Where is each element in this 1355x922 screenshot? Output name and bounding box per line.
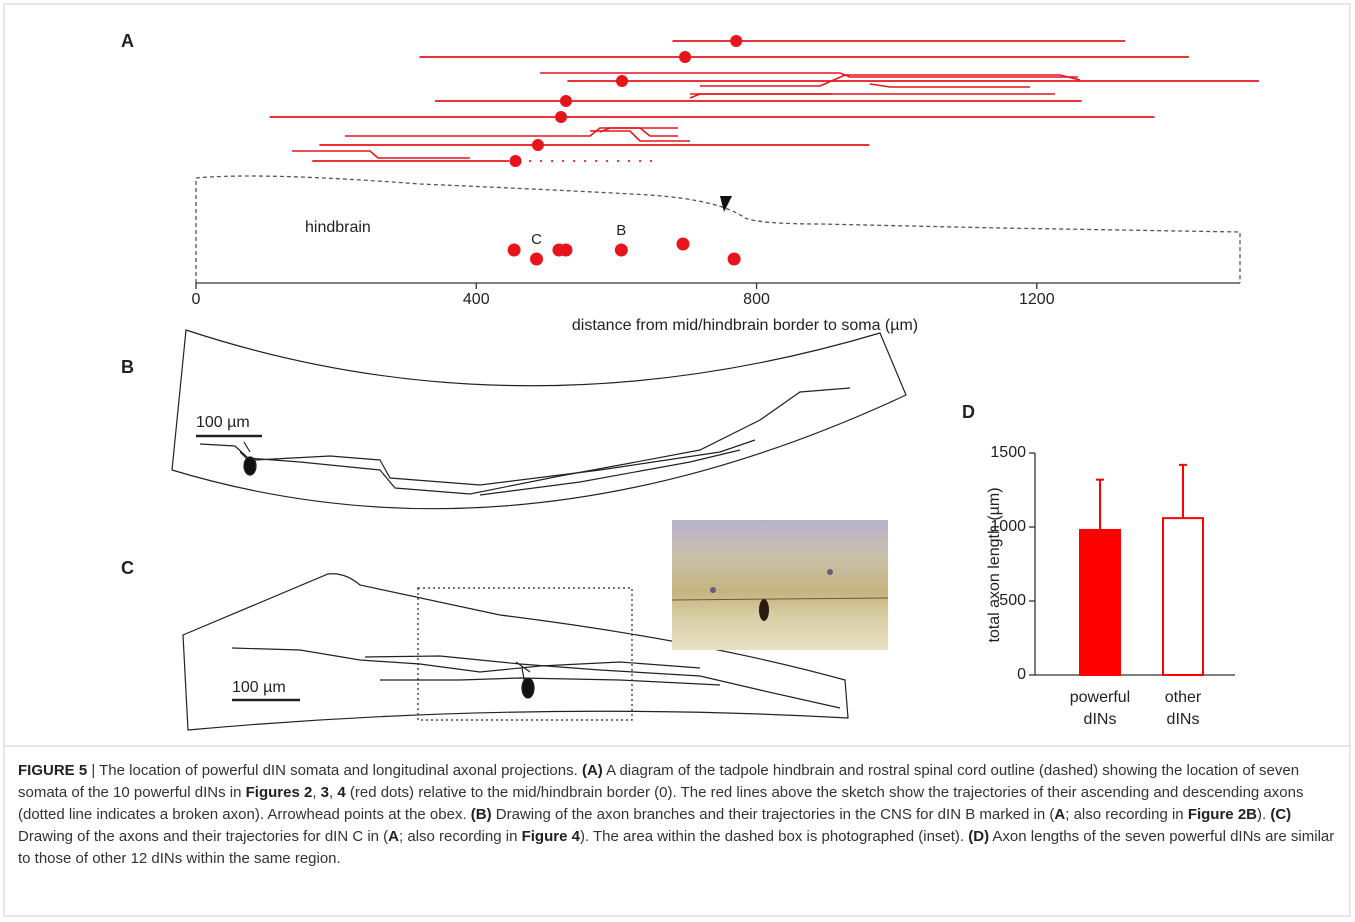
caption-text: ; also recording in xyxy=(399,828,522,845)
photo-background xyxy=(672,520,888,650)
caption-text: A xyxy=(388,828,400,845)
axon-soma xyxy=(509,155,522,167)
caption-text: Drawing of the axons and their trajector… xyxy=(18,828,389,845)
scale-label: 100 µm xyxy=(196,414,250,431)
caption-text: A diagram of the tadpole hindbrain and r… xyxy=(18,762,1300,801)
figure-caption: FIGURE 5 | The location of powerful dIN … xyxy=(18,760,1336,870)
y-tick-label: 1000 xyxy=(990,518,1026,535)
soma-dot xyxy=(614,243,628,257)
axon xyxy=(364,655,841,709)
caption-text: (A) xyxy=(581,762,603,779)
caption-text: 4 xyxy=(337,784,346,801)
neuron-drawing-c xyxy=(182,573,849,731)
soma-dot xyxy=(507,243,521,257)
x-tick-label: 400 xyxy=(463,291,490,308)
inset-photo xyxy=(671,520,889,650)
axon-soma xyxy=(616,75,629,87)
figure-border xyxy=(3,3,1351,917)
axon xyxy=(254,439,756,486)
y-tick-label: 500 xyxy=(999,592,1026,609)
caption-text: 3 xyxy=(320,784,329,801)
region-label: hindbrain xyxy=(305,219,371,236)
caption-text: Drawing of the axon branches and their t… xyxy=(491,806,1055,823)
x-tick-label: dINs xyxy=(1084,711,1117,728)
panel-label: C xyxy=(121,558,134,578)
x-tick-label: 800 xyxy=(743,291,770,308)
caption-text: Figure 2B xyxy=(1187,806,1257,823)
inset-box xyxy=(417,587,633,721)
soma-label: C xyxy=(531,231,542,248)
soma-dot xyxy=(727,252,741,266)
axon-soma xyxy=(730,35,743,47)
caption-text: ). xyxy=(1257,806,1271,823)
photo-cell xyxy=(710,587,716,593)
hindbrain-outline xyxy=(195,175,1241,283)
caption-text: (C) xyxy=(1270,806,1292,823)
y-tick-label: 0 xyxy=(1017,666,1026,683)
x-tick-label: other xyxy=(1165,689,1202,706)
y-tick-label: 1500 xyxy=(990,444,1026,461)
soma xyxy=(243,456,257,476)
soma-dot xyxy=(676,237,690,251)
photo-axon xyxy=(671,597,889,601)
axon-branch xyxy=(869,83,1030,88)
axon-branch xyxy=(345,127,678,137)
photo-cell xyxy=(827,569,833,575)
soma-dot xyxy=(559,243,573,257)
soma-dot xyxy=(530,252,544,266)
axon-branches xyxy=(292,72,1081,159)
obex-arrowhead xyxy=(720,196,732,212)
cns-outline xyxy=(182,573,849,731)
x-tick-label: dINs xyxy=(1167,711,1200,728)
axon-soma xyxy=(555,111,568,123)
caption-text: (B) xyxy=(470,806,492,823)
bar xyxy=(1162,517,1204,676)
panel-label: A xyxy=(121,31,134,51)
neuron-drawing-b xyxy=(171,329,907,510)
soma-label: B xyxy=(616,222,626,239)
axon-branch xyxy=(700,74,1081,87)
cns-outline xyxy=(171,329,907,510)
y-axis-label: total axon length (µm) xyxy=(986,487,1003,642)
panel-label: D xyxy=(962,402,975,422)
axon-branch xyxy=(590,130,690,142)
figure-label: FIGURE 5 xyxy=(18,762,88,779)
caption-text: , xyxy=(329,784,338,801)
caption-text: Figures 2 xyxy=(245,784,313,801)
caption-text: ). The area within the dashed box is pho… xyxy=(579,828,969,845)
caption-text: (D) xyxy=(968,828,990,845)
soma xyxy=(521,677,535,699)
axon xyxy=(479,449,741,496)
caption-text: Figure 4 xyxy=(521,828,580,845)
caption-text: , xyxy=(312,784,321,801)
axon-branch xyxy=(689,93,832,99)
x-tick-label: powerful xyxy=(1070,689,1130,706)
scale-label: 100 µm xyxy=(232,679,286,696)
panel-label: B xyxy=(121,357,134,377)
axon-branch xyxy=(599,127,678,133)
caption-text: Axon lengths of the seven powerful dINs … xyxy=(18,828,1335,867)
caption-text: ; also recording in xyxy=(1065,806,1188,823)
axon-soma xyxy=(559,95,572,107)
axon-branch xyxy=(292,150,470,159)
axon xyxy=(231,647,701,673)
axon xyxy=(380,677,721,686)
axon-soma xyxy=(531,139,544,151)
x-tick-label: 1200 xyxy=(1019,291,1055,308)
bar xyxy=(1079,528,1121,677)
caption-text: (red dots) relative to the mid/hindbrain… xyxy=(18,784,1304,823)
caption-text: | The location of powerful dIN somata an… xyxy=(87,762,582,779)
x-tick-label: 0 xyxy=(192,291,201,308)
axon-soma xyxy=(679,51,692,63)
caption-text: A xyxy=(1054,806,1066,823)
photo-soma xyxy=(759,599,769,621)
x-axis-label: distance from mid/hindbrain border to so… xyxy=(572,317,918,334)
